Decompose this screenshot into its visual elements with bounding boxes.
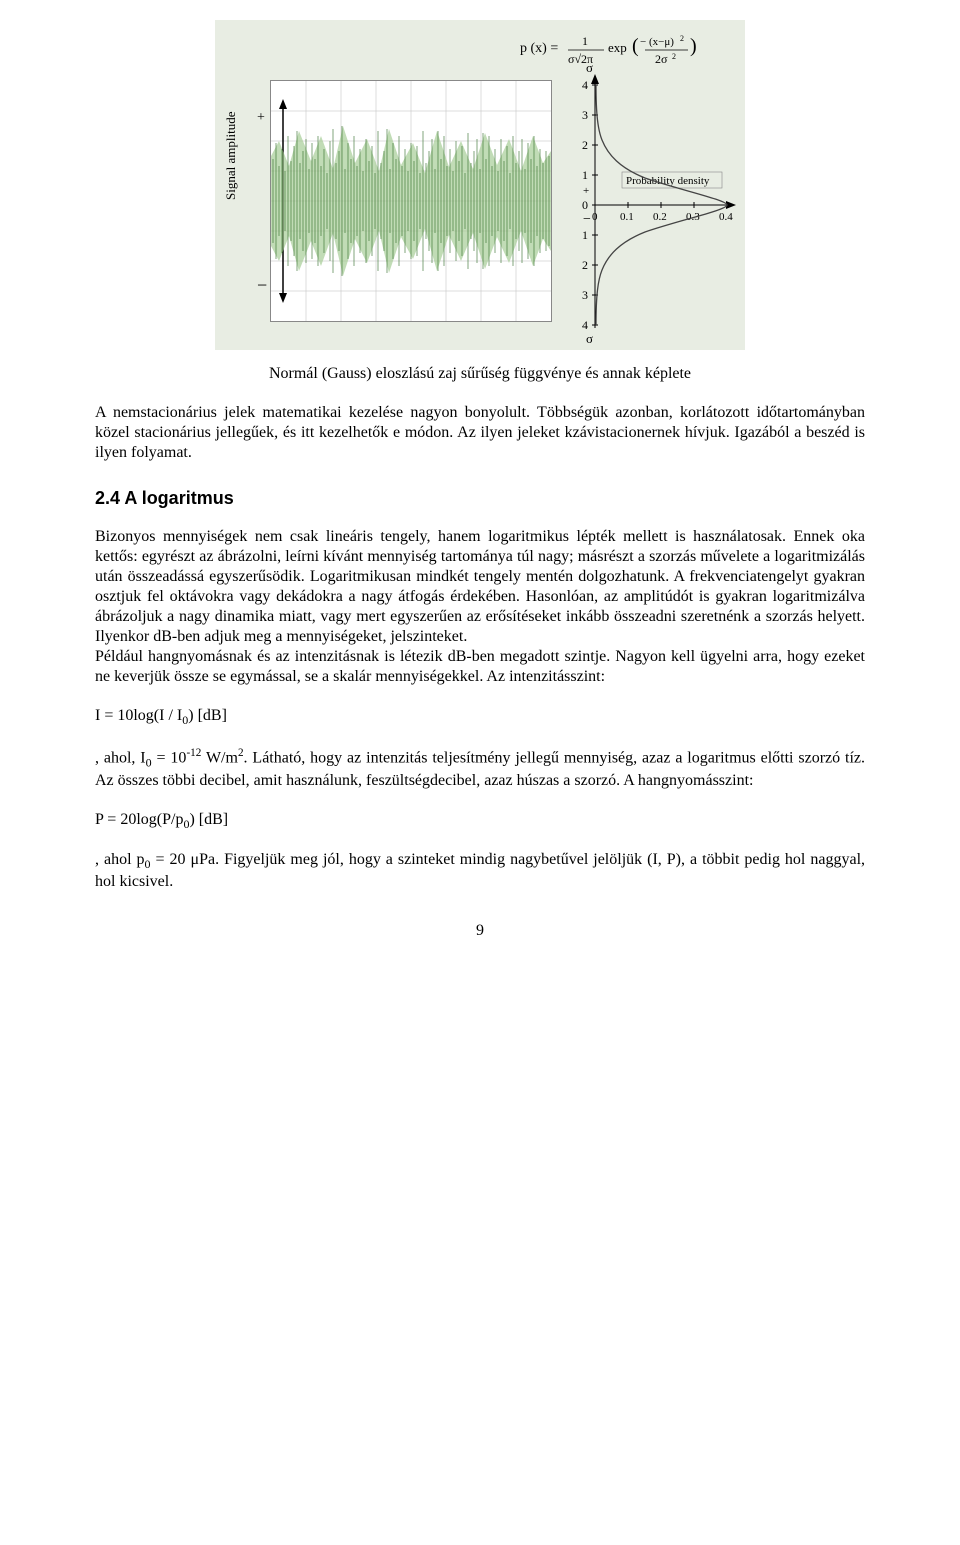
noise-signal-svg bbox=[271, 81, 551, 321]
svg-text:0.4: 0.4 bbox=[719, 211, 733, 223]
sigma-bottom-label: σ bbox=[586, 331, 593, 346]
paragraph-3: Például hangnyomásnak és az intenzitásna… bbox=[95, 647, 865, 687]
gaussian-noise-figure: p (x) = 1 σ√2π exp ( − (x−μ) 2 2σ 2 ) Si… bbox=[215, 20, 745, 350]
svg-text:4: 4 bbox=[582, 78, 588, 92]
eq1-post: ) [dB] bbox=[188, 707, 227, 724]
svg-text:2: 2 bbox=[680, 34, 684, 43]
svg-text:2: 2 bbox=[582, 258, 588, 272]
figure-caption: Normál (Gauss) eloszlású zaj sűrűség füg… bbox=[95, 365, 865, 383]
svg-text:0.1: 0.1 bbox=[620, 211, 634, 223]
paragraph-5: , ahol p0 = 20 μPa. Figyeljük meg jól, h… bbox=[95, 850, 865, 892]
eq2-pre: P = 20log(P/p bbox=[95, 811, 183, 828]
sigma-top-label: σ bbox=[586, 60, 593, 75]
svg-text:1: 1 bbox=[582, 168, 588, 182]
eq2-post: ) [dB] bbox=[189, 811, 228, 828]
svg-text:exp: exp bbox=[608, 40, 627, 55]
svg-text:0: 0 bbox=[592, 211, 598, 223]
document-page: p (x) = 1 σ√2π exp ( − (x−μ) 2 2σ 2 ) Si… bbox=[0, 0, 960, 996]
equation-intensity: I = 10log(I / I0) [dB] bbox=[95, 707, 865, 728]
svg-text:0.2: 0.2 bbox=[653, 211, 667, 223]
svg-text:(: ( bbox=[632, 35, 639, 57]
svg-text:−: − bbox=[583, 212, 591, 227]
paragraph-2: Bizonyos mennyiségek nem csak lineáris t… bbox=[95, 527, 865, 647]
svg-text:3: 3 bbox=[582, 288, 588, 302]
signal-ylabel: Signal amplitude bbox=[223, 112, 239, 200]
signal-plus-label: + bbox=[257, 110, 265, 126]
signal-panel bbox=[270, 80, 552, 322]
equation-pressure: P = 20log(P/p0) [dB] bbox=[95, 811, 865, 832]
svg-text:p (x) =: p (x) = bbox=[520, 41, 558, 56]
svg-text:0: 0 bbox=[582, 198, 588, 212]
svg-text:): ) bbox=[690, 35, 697, 57]
paragraph-1: A nemstacionárius jelek matematikai keze… bbox=[95, 403, 865, 463]
gaussian-curve-panel: σ 4 3 2 1 0 1 2 3 4 + − bbox=[570, 60, 730, 340]
paragraph-4: , ahol, I0 = 10-12 W/m2. Látható, hogy a… bbox=[95, 746, 865, 791]
eq1-pre: I = 10log(I / I bbox=[95, 707, 182, 724]
svg-text:+: + bbox=[583, 185, 589, 197]
svg-text:4: 4 bbox=[582, 318, 588, 332]
gaussian-curve-svg: σ 4 3 2 1 0 1 2 3 4 + − bbox=[570, 60, 740, 350]
svg-text:2: 2 bbox=[582, 138, 588, 152]
svg-text:1: 1 bbox=[582, 228, 588, 242]
svg-text:1: 1 bbox=[582, 34, 588, 48]
section-heading: 2.4 A logaritmus bbox=[95, 488, 865, 509]
svg-text:3: 3 bbox=[582, 108, 588, 122]
page-number: 9 bbox=[95, 922, 865, 940]
svg-text:− (x−μ): − (x−μ) bbox=[640, 36, 674, 48]
signal-minus-label: − bbox=[257, 275, 267, 296]
